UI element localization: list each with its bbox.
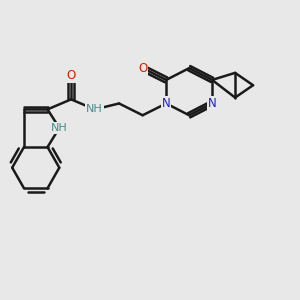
Text: NH: NH — [86, 104, 103, 114]
Text: N: N — [162, 97, 171, 110]
Text: NH: NH — [51, 123, 68, 133]
Text: O: O — [138, 61, 147, 75]
Text: N: N — [208, 97, 217, 110]
Text: O: O — [67, 69, 76, 82]
